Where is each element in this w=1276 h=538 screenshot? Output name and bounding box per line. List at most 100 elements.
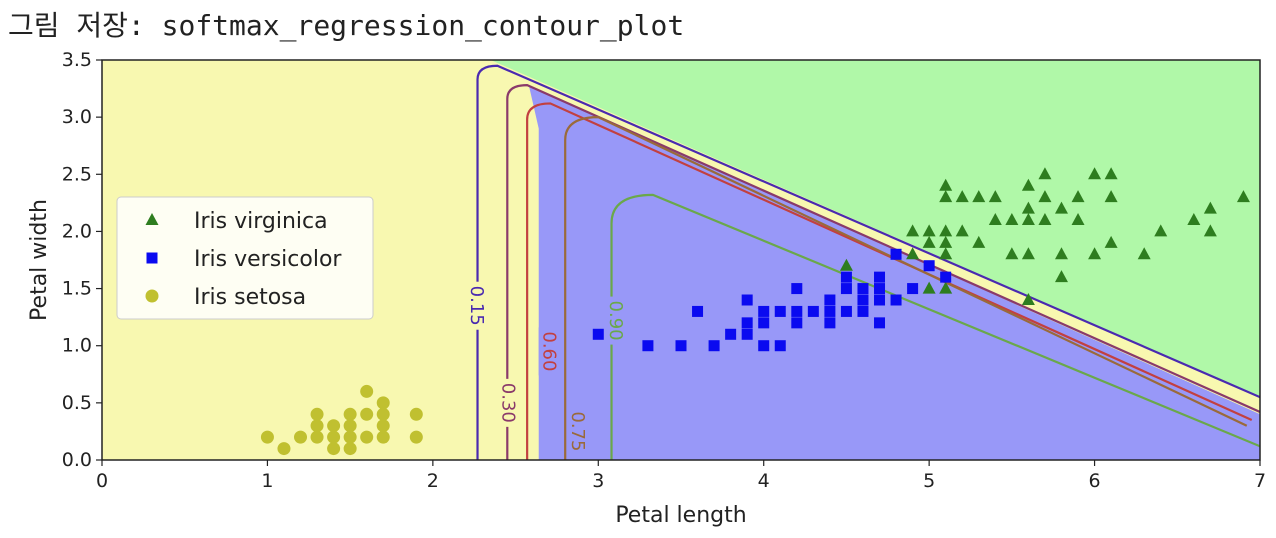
contour-label-bg: [465, 281, 486, 330]
y-tick-label: 3.0: [62, 106, 92, 128]
x-axis-label: Petal length: [615, 503, 746, 528]
point-iris-virginica: [839, 258, 853, 271]
x-tick-label: 7: [1254, 470, 1266, 492]
point-iris-versicolor: [758, 317, 770, 329]
point-iris-versicolor: [940, 271, 952, 283]
point-iris-versicolor: [857, 283, 869, 295]
point-iris-virginica: [1021, 293, 1035, 305]
point-iris-versicolor: [840, 305, 852, 317]
legend-box: [116, 196, 374, 320]
point-iris-virginica: [1071, 213, 1085, 225]
point-iris-virginica: [988, 213, 1002, 225]
point-iris-setosa: [310, 430, 324, 444]
point-iris-virginica: [1088, 247, 1102, 260]
point-iris-versicolor: [791, 305, 803, 317]
y-axis-ticks: 0.0 0.5 1.0 1.5 2.0 2.5 3.0 3.5: [62, 49, 102, 471]
point-iris-versicolor: [923, 260, 935, 272]
point-iris-virginica: [922, 235, 936, 248]
point-iris-virginica: [1021, 201, 1035, 214]
point-iris-versicolor: [840, 283, 852, 295]
contour-line-0.60: [526, 102, 1253, 460]
point-iris-versicolor: [890, 294, 902, 306]
point-iris-virginica: [1104, 167, 1118, 180]
point-iris-setosa: [360, 384, 374, 398]
point-iris-setosa: [376, 419, 390, 433]
point-iris-versicolor: [874, 271, 886, 283]
point-iris-versicolor: [592, 328, 604, 340]
point-iris-setosa: [327, 419, 341, 433]
y-tick-label: 2.5: [62, 163, 92, 185]
point-iris-setosa: [343, 407, 357, 421]
legend-label: Iris virginica: [194, 209, 328, 234]
point-iris-setosa: [360, 407, 374, 421]
contour-line-0.90: [610, 193, 1260, 460]
legend-marker-circle: [145, 289, 159, 303]
point-iris-virginica: [1038, 190, 1052, 203]
point-iris-versicolor: [741, 328, 753, 340]
point-iris-versicolor: [907, 283, 919, 295]
contour-label-bg: [538, 327, 559, 376]
y-tick-label: 2.0: [62, 220, 92, 242]
point-iris-virginica: [939, 178, 953, 191]
legend-label: Iris versicolor: [194, 247, 342, 272]
point-iris-setosa: [376, 396, 390, 410]
y-tick-label: 3.5: [62, 49, 92, 71]
point-iris-versicolor: [642, 340, 654, 352]
point-iris-setosa: [360, 430, 374, 444]
point-iris-versicolor: [725, 328, 737, 340]
point-iris-versicolor: [741, 317, 753, 329]
point-iris-virginica: [906, 247, 920, 260]
point-iris-versicolor: [692, 305, 704, 317]
x-tick-label: 5: [923, 470, 935, 492]
point-iris-setosa: [343, 430, 357, 444]
legend-marker-triangle: [145, 213, 159, 225]
point-iris-virginica: [1236, 190, 1250, 203]
point-iris-virginica: [939, 190, 953, 203]
point-iris-setosa: [260, 430, 274, 444]
point-iris-versicolor: [840, 271, 852, 283]
point-iris-setosa: [343, 419, 357, 433]
point-iris-virginica: [1137, 247, 1151, 260]
point-iris-virginica: [939, 247, 953, 260]
point-iris-versicolor: [675, 340, 687, 352]
point-iris-virginica: [1054, 270, 1068, 283]
point-iris-virginica: [1021, 178, 1035, 191]
point-iris-setosa: [310, 407, 324, 421]
x-tick-label: 0: [96, 470, 108, 492]
y-tick-label: 1.0: [62, 335, 92, 357]
point-iris-virginica: [988, 190, 1002, 203]
contour-label: 0.75: [567, 411, 588, 451]
y-tick-label: 0.0: [62, 449, 92, 471]
contour-line-0.75: [564, 116, 1248, 460]
x-tick-label: 1: [261, 470, 273, 492]
x-tick-label: 2: [427, 470, 439, 492]
point-iris-versicolor: [774, 340, 786, 352]
data-points: [260, 167, 1250, 456]
point-iris-versicolor: [890, 248, 902, 260]
point-iris-virginica: [1054, 247, 1068, 260]
point-iris-versicolor: [857, 305, 869, 317]
point-iris-virginica: [922, 224, 936, 237]
point-iris-versicolor: [791, 283, 803, 295]
legend-marker-square: [146, 252, 158, 264]
region-versicolor: [528, 85, 1260, 460]
contour-label-bg: [604, 296, 625, 345]
point-iris-virginica: [1054, 201, 1068, 214]
plot-frame: [101, 59, 1261, 461]
point-iris-virginica: [1005, 213, 1019, 225]
point-iris-setosa: [409, 430, 423, 444]
point-iris-versicolor: [708, 340, 720, 352]
x-tick-label: 3: [592, 470, 604, 492]
point-iris-setosa: [310, 419, 324, 433]
point-iris-setosa: [327, 430, 341, 444]
point-iris-setosa: [277, 442, 291, 456]
contour-label-bg: [497, 378, 518, 427]
x-axis-ticks: 0 1 2 3 4 5 6 7: [96, 460, 1266, 492]
point-iris-versicolor: [874, 294, 886, 306]
point-iris-virginica: [1021, 247, 1035, 260]
point-iris-virginica: [1203, 224, 1217, 237]
point-iris-virginica: [1104, 190, 1118, 203]
point-iris-setosa: [343, 442, 357, 456]
point-iris-virginica: [939, 281, 953, 294]
